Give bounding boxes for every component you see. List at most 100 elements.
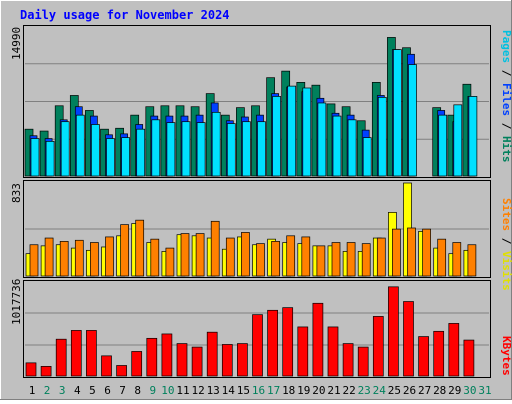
chart-title: Daily usage for November 2024	[20, 8, 230, 22]
bar-kbytes-day-30	[463, 339, 475, 377]
bar-kbytes-day-28	[433, 330, 445, 377]
bar-pages-day-9	[151, 119, 161, 177]
day-label-31: 31	[478, 384, 491, 397]
day-label-5: 5	[89, 384, 96, 397]
panel-kbytes	[23, 280, 491, 378]
bar-pages-day-19	[302, 87, 312, 177]
bar-kbytes-day-4	[70, 330, 82, 377]
day-label-20: 20	[312, 384, 325, 397]
day-label-2: 2	[44, 384, 51, 397]
bar-sites-day-5	[90, 242, 99, 277]
bar-kbytes-day-23	[357, 346, 369, 377]
legend-sep-3: /	[500, 231, 512, 251]
day-label-25: 25	[388, 384, 401, 397]
bar-kbytes-day-1	[25, 362, 37, 377]
day-label-10: 10	[161, 384, 174, 397]
bar-pages-day-23	[362, 137, 372, 177]
bar-pages-day-26	[408, 64, 417, 177]
bar-pages-day-3	[60, 121, 70, 177]
bar-sites-day-12	[195, 233, 205, 277]
bar-pages-day-16	[257, 121, 266, 177]
bar-sites-day-24	[376, 237, 386, 277]
bar-sites-day-15	[241, 232, 250, 277]
bar-sites-day-8	[135, 219, 145, 277]
day-label-3: 3	[59, 384, 66, 397]
hits-max-label: 14990	[10, 27, 23, 60]
day-label-21: 21	[327, 384, 340, 397]
day-label-14: 14	[222, 384, 236, 397]
bar-kbytes-day-18	[282, 307, 294, 377]
day-label-22: 22	[342, 384, 355, 397]
bar-sites-day-26	[407, 227, 416, 277]
day-label-1: 1	[29, 384, 36, 397]
bar-kbytes-day-26	[403, 301, 414, 377]
day-label-28: 28	[433, 384, 446, 397]
panel-hits-files-pages	[23, 25, 491, 178]
legend-visits-sites: Sites / Visits	[500, 198, 512, 291]
bar-pages-day-4	[75, 114, 85, 177]
bar-kbytes-day-20	[312, 302, 324, 377]
bar-sites-day-25	[392, 228, 401, 277]
kbytes-max-label: 1017736	[10, 279, 23, 325]
day-label-23: 23	[358, 384, 371, 397]
day-label-29: 29	[448, 384, 461, 397]
bar-pages-day-29	[453, 104, 463, 177]
legend-files: Files	[500, 83, 512, 116]
bar-kbytes-day-27	[418, 336, 429, 377]
bar-kbytes-day-21	[327, 326, 339, 377]
bar-kbytes-day-25	[388, 286, 399, 377]
bar-pages-day-10	[166, 122, 176, 177]
bar-sites-day-14	[225, 237, 235, 277]
bar-kbytes-day-12	[191, 346, 203, 377]
legend-hits-files-pages: Pages / Files / Hits	[500, 30, 512, 163]
bar-sites-day-18	[286, 235, 296, 277]
day-label-11: 11	[176, 384, 189, 397]
bar-pages-day-2	[45, 141, 55, 177]
day-label-13: 13	[207, 384, 220, 397]
bar-sites-day-23	[361, 243, 371, 277]
bar-sites-day-13	[210, 220, 220, 277]
bar-sites-day-22	[346, 242, 356, 277]
day-label-30: 30	[463, 384, 476, 397]
day-label-9: 9	[149, 384, 156, 397]
bar-pages-day-13	[211, 111, 221, 177]
day-label-26: 26	[403, 384, 416, 397]
day-label-27: 27	[418, 384, 431, 397]
bar-sites-day-19	[301, 236, 311, 277]
bar-sites-day-30	[467, 244, 477, 277]
bar-pages-day-14	[226, 123, 236, 177]
bar-pages-day-17	[272, 96, 281, 177]
bar-sites-day-27	[422, 228, 431, 277]
day-label-8: 8	[134, 384, 141, 397]
bar-kbytes-day-10	[161, 333, 173, 377]
bar-sites-day-10	[165, 247, 175, 277]
bar-pages-day-28	[438, 114, 448, 177]
bar-kbytes-day-11	[176, 343, 188, 377]
bar-kbytes-day-9	[146, 337, 158, 377]
day-label-17: 17	[267, 384, 280, 397]
day-label-19: 19	[297, 384, 310, 397]
bar-kbytes-day-19	[297, 326, 309, 377]
day-label-16: 16	[252, 384, 265, 397]
panel-visits-sites	[23, 180, 491, 278]
bar-pages-day-8	[136, 128, 146, 177]
legend-sites: Sites	[500, 198, 512, 231]
bar-sites-day-17	[271, 241, 280, 277]
bar-sites-day-7	[120, 224, 129, 277]
day-label-6: 6	[104, 384, 111, 397]
bar-sites-day-16	[256, 243, 265, 277]
bar-kbytes-day-15	[237, 343, 248, 377]
visits-max-label: 833	[10, 183, 23, 203]
bar-pages-day-21	[332, 115, 342, 177]
bar-sites-day-6	[105, 236, 114, 277]
bar-sites-day-3	[59, 241, 69, 277]
bar-pages-day-1	[30, 138, 40, 177]
bar-pages-day-5	[91, 124, 100, 177]
bar-pages-day-12	[196, 122, 206, 177]
chart-bars	[24, 37, 478, 377]
day-label-18: 18	[282, 384, 295, 397]
day-label-12: 12	[191, 384, 204, 397]
day-label-7: 7	[119, 384, 126, 397]
legend-hits: Hits	[500, 136, 512, 163]
